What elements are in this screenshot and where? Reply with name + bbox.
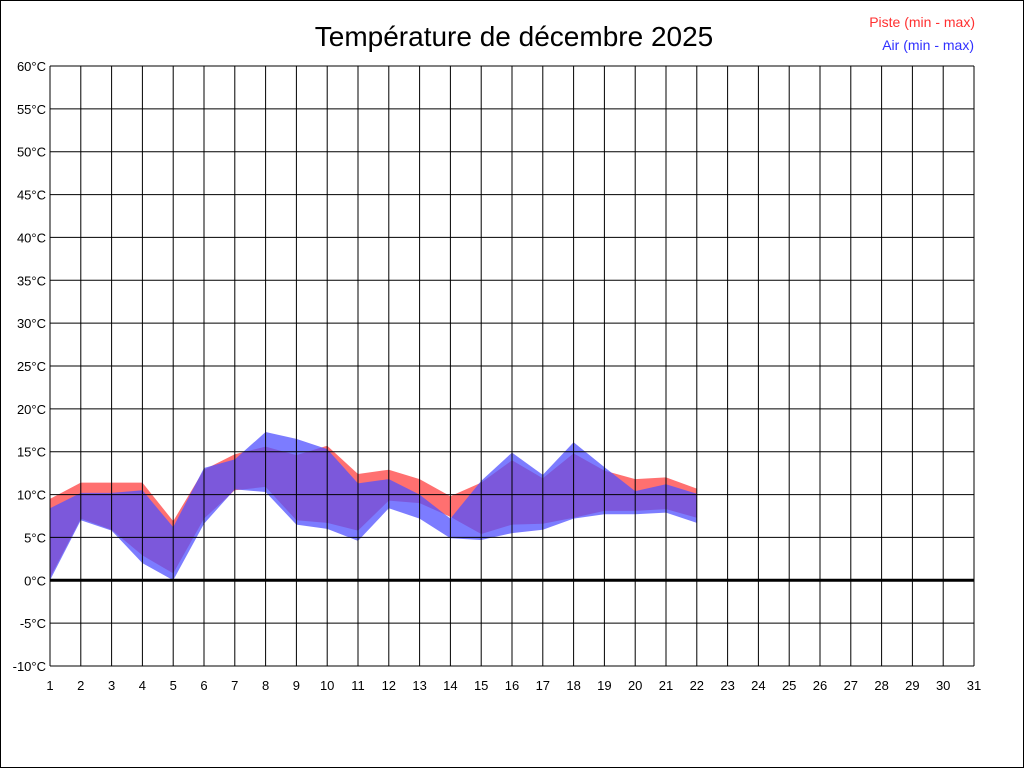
- y-tick-label: 5°C: [24, 530, 46, 545]
- x-tick-label: 29: [905, 678, 919, 693]
- y-tick-label: 35°C: [17, 273, 46, 288]
- y-tick-label: 50°C: [17, 145, 46, 160]
- x-tick-label: 10: [320, 678, 334, 693]
- x-tick-label: 14: [443, 678, 457, 693]
- x-tick-label: 2: [77, 678, 84, 693]
- x-tick-label: 9: [293, 678, 300, 693]
- x-tick-label: 22: [690, 678, 704, 693]
- y-tick-label: 0°C: [24, 573, 46, 588]
- y-tick-label: 60°C: [17, 59, 46, 74]
- y-tick-label: 20°C: [17, 402, 46, 417]
- x-tick-label: 21: [659, 678, 673, 693]
- y-tick-label: 10°C: [17, 488, 46, 503]
- y-tick-label: 55°C: [17, 102, 46, 117]
- x-tick-label: 26: [813, 678, 827, 693]
- x-tick-label: 11: [351, 678, 365, 693]
- x-tick-label: 18: [566, 678, 580, 693]
- x-tick-label: 4: [139, 678, 146, 693]
- x-tick-label: 5: [170, 678, 177, 693]
- y-tick-label: -10°C: [13, 659, 46, 674]
- y-tick-label: -5°C: [20, 616, 46, 631]
- x-axis-labels: 1 2 3 4 5 6 7 8 9 10 11 12 13 14 15 16 17 18 19 20 21 22 23 24 2…: [46, 678, 981, 693]
- series-areas: [50, 432, 697, 581]
- legend-air: Air (min - max): [882, 37, 974, 53]
- x-tick-label: 12: [382, 678, 396, 693]
- x-tick-label: 24: [751, 678, 765, 693]
- y-tick-label: 15°C: [17, 445, 46, 460]
- y-axis-labels: 60°C 55°C 50°C 45°C 40°C 35°C 30°C 25°C 20°C 15°C…: [13, 59, 46, 674]
- x-tick-label: 7: [231, 678, 238, 693]
- x-tick-label: 15: [474, 678, 488, 693]
- x-tick-label: 13: [412, 678, 426, 693]
- x-tick-label: 3: [108, 678, 115, 693]
- series-band-air: [50, 432, 697, 581]
- y-tick-label: 45°C: [17, 188, 46, 203]
- x-tick-label: 25: [782, 678, 796, 693]
- x-tick-label: 27: [844, 678, 858, 693]
- y-tick-label: 30°C: [17, 316, 46, 331]
- x-tick-label: 8: [262, 678, 269, 693]
- grid-lines: [49, 65, 975, 667]
- x-tick-label: 23: [720, 678, 734, 693]
- legend-piste: Piste (min - max): [869, 14, 975, 30]
- x-tick-label: 17: [536, 678, 550, 693]
- x-tick-label: 1: [46, 678, 53, 693]
- x-tick-label: 28: [874, 678, 888, 693]
- y-tick-label: 40°C: [17, 230, 46, 245]
- x-tick-label: 6: [200, 678, 207, 693]
- y-tick-label: 25°C: [17, 359, 46, 374]
- x-tick-label: 19: [597, 678, 611, 693]
- x-tick-label: 20: [628, 678, 642, 693]
- x-tick-label: 30: [936, 678, 950, 693]
- x-tick-label: 16: [505, 678, 519, 693]
- chart-title: Température de décembre 2025: [315, 21, 713, 52]
- x-tick-label: 31: [967, 678, 981, 693]
